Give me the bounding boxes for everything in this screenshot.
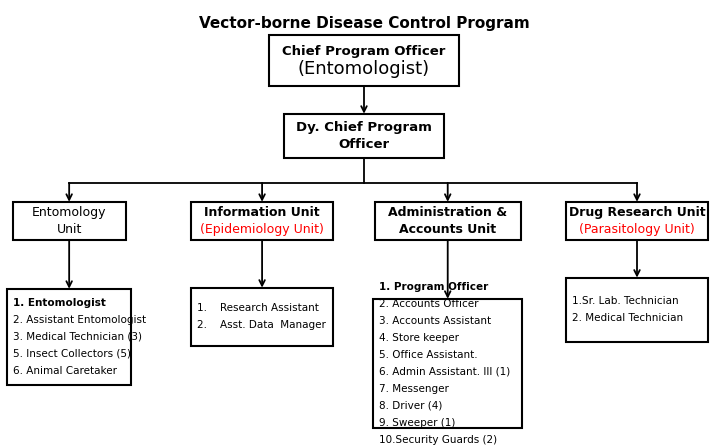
Bar xyxy=(191,202,333,240)
Bar xyxy=(284,114,444,158)
Text: Administration &: Administration & xyxy=(388,206,507,219)
Text: 4. Store keeper: 4. Store keeper xyxy=(379,333,459,343)
Text: 3. Medical Technician (3): 3. Medical Technician (3) xyxy=(13,332,142,342)
Bar xyxy=(13,202,125,240)
Text: 6. Animal Caretaker: 6. Animal Caretaker xyxy=(13,366,117,376)
Bar xyxy=(566,202,708,240)
Text: 6. Admin Assistant. III (1): 6. Admin Assistant. III (1) xyxy=(379,367,510,377)
Text: 1.Sr. Lab. Technician: 1.Sr. Lab. Technician xyxy=(572,297,678,306)
Text: Dy. Chief Program: Dy. Chief Program xyxy=(296,121,432,134)
Text: 3. Accounts Assistant: 3. Accounts Assistant xyxy=(379,316,491,326)
Text: 9. Sweeper (1): 9. Sweeper (1) xyxy=(379,418,455,428)
Bar xyxy=(375,202,521,240)
Text: Officer: Officer xyxy=(339,138,389,151)
Text: Unit: Unit xyxy=(57,223,82,236)
Bar xyxy=(7,289,131,384)
Text: 2. Assistant Entomologist: 2. Assistant Entomologist xyxy=(13,315,146,325)
Text: 10.Security Guards (2): 10.Security Guards (2) xyxy=(379,435,497,445)
Text: 2. Medical Technician: 2. Medical Technician xyxy=(572,314,683,323)
Text: 2. Accounts Officer: 2. Accounts Officer xyxy=(379,299,478,309)
Text: Information Unit: Information Unit xyxy=(205,206,320,219)
Bar xyxy=(373,299,522,428)
Text: 5. Insect Collectors (5): 5. Insect Collectors (5) xyxy=(13,349,131,359)
Text: 2.    Asst. Data  Manager: 2. Asst. Data Manager xyxy=(197,320,326,330)
Text: (Parasitology Unit): (Parasitology Unit) xyxy=(579,223,695,236)
Text: 7. Messenger: 7. Messenger xyxy=(379,384,448,394)
Text: Vector-borne Disease Control Program: Vector-borne Disease Control Program xyxy=(199,16,529,31)
Text: (Entomologist): (Entomologist) xyxy=(298,60,430,78)
Text: 1. Program Officer: 1. Program Officer xyxy=(379,282,488,292)
Text: Drug Research Unit: Drug Research Unit xyxy=(569,206,705,219)
Text: 5. Office Assistant.: 5. Office Assistant. xyxy=(379,350,478,360)
Text: Chief Program Officer: Chief Program Officer xyxy=(282,45,446,58)
Text: 8. Driver (4): 8. Driver (4) xyxy=(379,401,443,411)
Text: (Epidemiology Unit): (Epidemiology Unit) xyxy=(200,223,324,236)
Bar xyxy=(269,35,459,86)
Text: 1. Entomologist: 1. Entomologist xyxy=(13,298,106,308)
Bar xyxy=(191,288,333,346)
Bar xyxy=(566,277,708,343)
Text: 1.    Research Assistant: 1. Research Assistant xyxy=(197,303,319,313)
Text: Entomology: Entomology xyxy=(32,206,106,219)
Text: Accounts Unit: Accounts Unit xyxy=(399,223,496,236)
